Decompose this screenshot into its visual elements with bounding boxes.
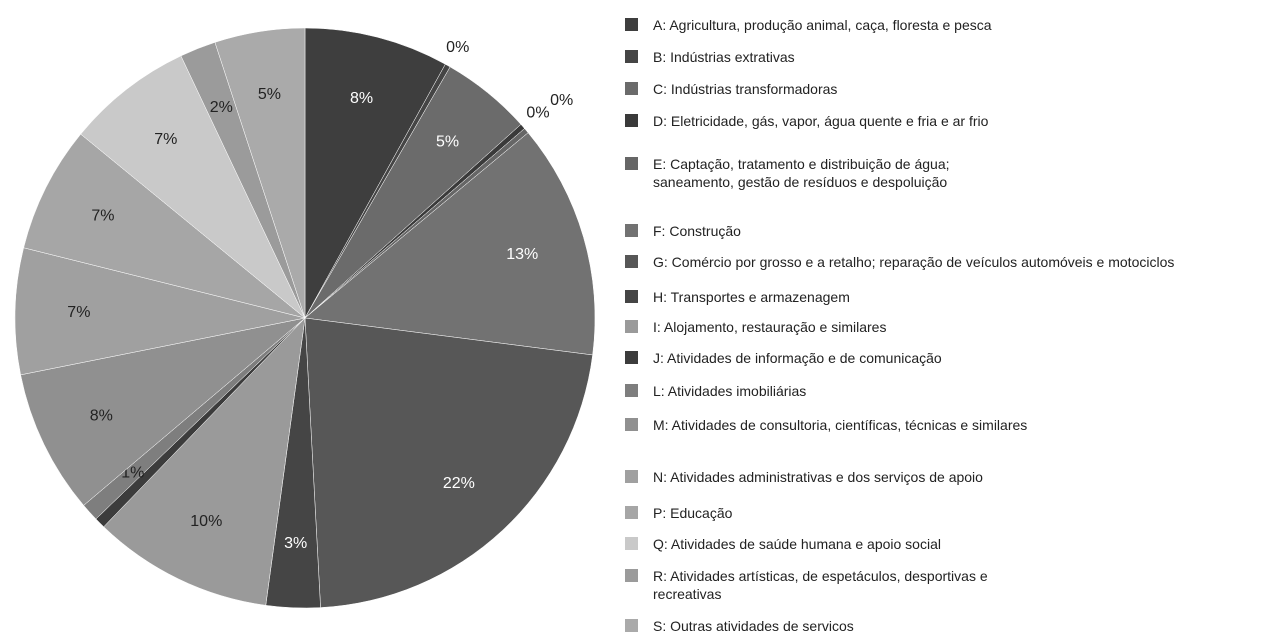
legend-item: M: Atividades de consultoria, científica…: [622, 416, 1027, 434]
legend-item: F: Construção: [622, 222, 741, 240]
legend-item: B: Indústrias extrativas: [622, 48, 795, 66]
legend-swatch: [625, 114, 638, 127]
slice-label: 8%: [350, 90, 373, 107]
slice-label: 0%: [446, 39, 469, 56]
legend-item: D: Eletricidade, gás, vapor, água quente…: [622, 112, 988, 130]
legend-item: P: Educação: [622, 504, 732, 522]
legend-label: R: Atividades artísticas, de espetáculos…: [653, 568, 988, 602]
legend-swatch: [625, 224, 638, 237]
legend-item: C: Indústrias transformadoras: [622, 80, 837, 98]
legend-item: I: Alojamento, restauração e similares: [622, 318, 886, 336]
pie-chart: 8%0%5%0%0%13%22%3%10%1%8%7%7%7%2%5%: [14, 27, 596, 609]
legend-label: S: Outras atividades de servicos: [653, 618, 854, 634]
pie-slice: [20, 317, 306, 506]
legend-label: B: Indústrias extrativas: [653, 49, 795, 65]
legend-swatch: [625, 320, 638, 333]
legend-item: A: Agricultura, produção animal, caça, f…: [622, 16, 992, 34]
legend-label: H: Transportes e armazenagem: [653, 289, 850, 305]
legend-item: S: Outras atividades de servicos: [622, 617, 854, 635]
slice-label: 5%: [436, 134, 459, 151]
legend-swatch: [625, 255, 638, 268]
pie-slice: [23, 133, 306, 319]
slice-label: 5%: [258, 86, 281, 103]
legend-label: J: Atividades de informação e de comunic…: [653, 350, 942, 366]
legend-swatch: [625, 50, 638, 63]
legend-item: J: Atividades de informação e de comunic…: [622, 349, 942, 367]
slice-label: 13%: [506, 246, 538, 263]
legend-label: I: Alojamento, restauração e similares: [653, 319, 887, 335]
pie-slice: [304, 27, 446, 319]
legend-swatch: [625, 506, 638, 519]
pie-slice: [304, 132, 596, 356]
pie-slice: [80, 55, 306, 319]
legend-label: D: Eletricidade, gás, vapor, água quente…: [653, 113, 989, 129]
legend-label: L: Atividades imobiliárias: [653, 383, 807, 399]
legend-swatch: [625, 569, 638, 582]
legend: A: Agricultura, produção animal, caça, f…: [622, 0, 1266, 634]
pie-slice: [103, 317, 306, 606]
slice-label: 3%: [284, 535, 307, 552]
legend-label: C: Indústrias transformadoras: [653, 81, 838, 97]
legend-swatch: [625, 82, 638, 95]
legend-label: M: Atividades de consultoria, científica…: [653, 417, 1028, 433]
legend-swatch: [625, 351, 638, 364]
slice-label: 0%: [550, 92, 573, 109]
slice-label: 2%: [210, 99, 233, 116]
legend-item: G: Comércio por grosso e a retalho; repa…: [622, 253, 1174, 271]
slice-label: 22%: [443, 475, 475, 492]
legend-label: E: Captação, tratamento e distribuição d…: [653, 156, 950, 190]
pie-slice: [14, 247, 306, 376]
slice-label: 0%: [526, 104, 549, 121]
slice-label: 10%: [190, 513, 222, 530]
legend-label: F: Construção: [653, 223, 741, 239]
pie-slice: [304, 317, 593, 608]
slice-label: 7%: [91, 208, 114, 225]
legend-label: P: Educação: [653, 505, 733, 521]
legend-swatch: [625, 537, 638, 550]
legend-swatch: [625, 470, 638, 483]
legend-item: E: Captação, tratamento e distribuição d…: [622, 155, 950, 191]
legend-swatch: [625, 418, 638, 431]
legend-swatch: [625, 290, 638, 303]
slice-label: 7%: [67, 304, 90, 321]
legend-item: N: Atividades administrativas e dos serv…: [622, 468, 983, 486]
slice-label: 8%: [90, 408, 113, 425]
legend-swatch: [625, 18, 638, 31]
legend-swatch: [625, 619, 638, 632]
legend-item: R: Atividades artísticas, de espetáculos…: [622, 567, 988, 603]
legend-swatch: [625, 157, 638, 170]
legend-label: G: Comércio por grosso e a retalho; repa…: [653, 254, 1175, 270]
legend-label: A: Agricultura, produção animal, caça, f…: [653, 17, 992, 33]
legend-item: L: Atividades imobiliárias: [622, 382, 806, 400]
legend-swatch: [625, 384, 638, 397]
legend-label: N: Atividades administrativas e dos serv…: [653, 469, 983, 485]
legend-item: H: Transportes e armazenagem: [622, 288, 850, 306]
slice-label: 7%: [154, 131, 177, 148]
legend-label: Q: Atividades de saúde humana e apoio so…: [653, 536, 941, 552]
pie-slice: [214, 27, 306, 319]
legend-item: Q: Atividades de saúde humana e apoio so…: [622, 535, 941, 553]
